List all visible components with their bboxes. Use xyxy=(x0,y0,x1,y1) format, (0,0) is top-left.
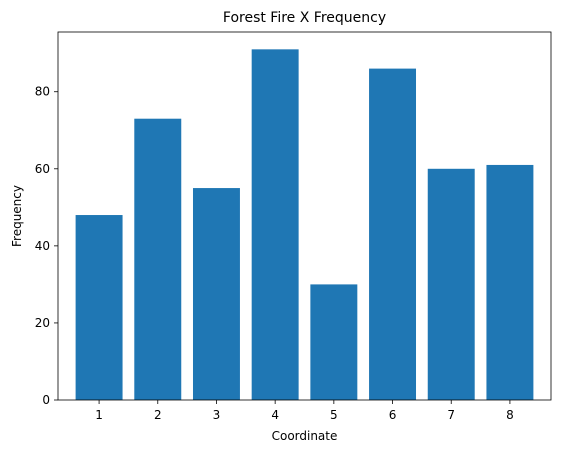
bar-1 xyxy=(75,215,123,400)
y-tick-label: 40 xyxy=(35,239,50,253)
plot-frame xyxy=(57,31,552,401)
plot-area: 1 2 3 4 5 6 7 8 0 20 40 60 80 xyxy=(35,31,552,422)
x-tick-label: 5 xyxy=(330,408,338,422)
y-tick-label: 0 xyxy=(42,393,50,407)
y-axis-ticks: 0 20 40 60 80 xyxy=(35,85,58,407)
x-tick-label: 6 xyxy=(389,408,397,422)
bar-3 xyxy=(192,188,240,400)
x-axis-ticks: 1 2 3 4 5 6 7 8 xyxy=(95,400,514,422)
x-tick-label: 8 xyxy=(506,408,514,422)
x-tick-label: 2 xyxy=(154,408,162,422)
bar-2 xyxy=(134,118,182,400)
bar-7 xyxy=(427,168,475,400)
bar-5 xyxy=(310,284,358,400)
y-tick-label: 80 xyxy=(35,85,50,99)
bars xyxy=(75,49,534,401)
bar-8 xyxy=(486,164,534,400)
y-tick-label: 20 xyxy=(35,316,50,330)
x-tick-label: 1 xyxy=(95,408,103,422)
x-tick-label: 4 xyxy=(271,408,279,422)
x-tick-label: 7 xyxy=(447,408,455,422)
x-tick-label: 3 xyxy=(213,408,221,422)
bar-6 xyxy=(369,68,417,400)
bar-4 xyxy=(251,49,299,401)
y-tick-label: 60 xyxy=(35,162,50,176)
x-axis-label: Coordinate xyxy=(272,429,338,443)
y-axis-label: Frequency xyxy=(10,185,24,247)
chart-title: Forest Fire X Frequency xyxy=(223,10,386,26)
